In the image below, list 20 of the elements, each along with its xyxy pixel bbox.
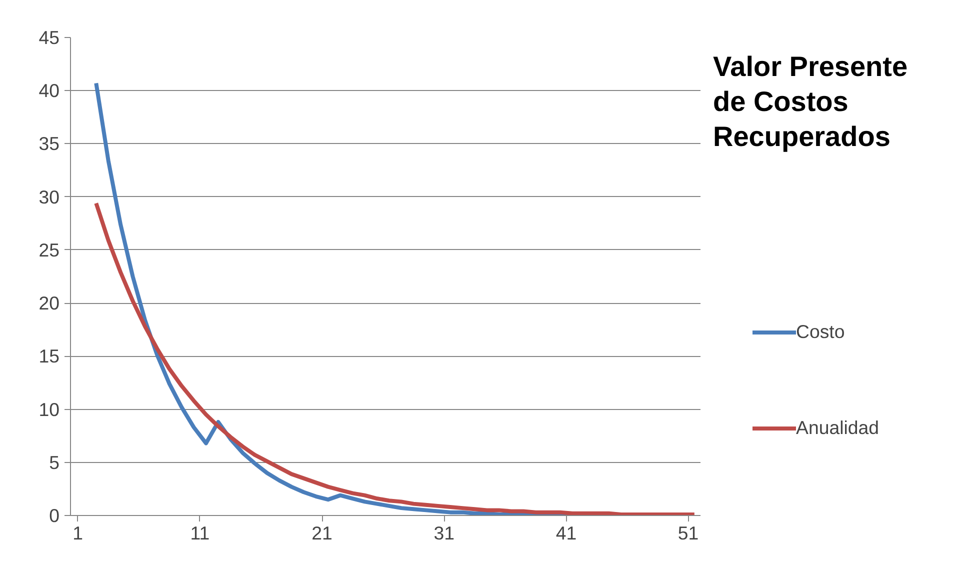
x-tick-label: 1	[72, 522, 84, 544]
y-tick-label: 15	[38, 346, 60, 367]
y-tick-label: 0	[49, 505, 60, 526]
x-tick-label: 21	[312, 522, 332, 544]
legend-label: Anualidad	[796, 417, 879, 439]
line-series	[94, 201, 696, 516]
x-tick-label: 51	[678, 522, 699, 544]
y-tick-label: 25	[38, 239, 60, 260]
y-tick-label: 30	[38, 186, 60, 208]
x-tick-label: 31	[434, 522, 454, 544]
legend-label: Costo	[796, 321, 845, 343]
x-tick-label: 41	[556, 522, 577, 544]
y-tick-label: 5	[49, 452, 60, 473]
x-tick-label: 11	[190, 522, 210, 544]
y-tick-label: 10	[38, 398, 60, 420]
y-tick-label: 45	[38, 27, 60, 48]
text: Valor Presente de Costos Recuperados	[713, 50, 908, 154]
y-tick-label: 20	[38, 292, 60, 314]
y-tick-label: 35	[38, 133, 60, 154]
y-tick-label: 40	[38, 80, 60, 102]
